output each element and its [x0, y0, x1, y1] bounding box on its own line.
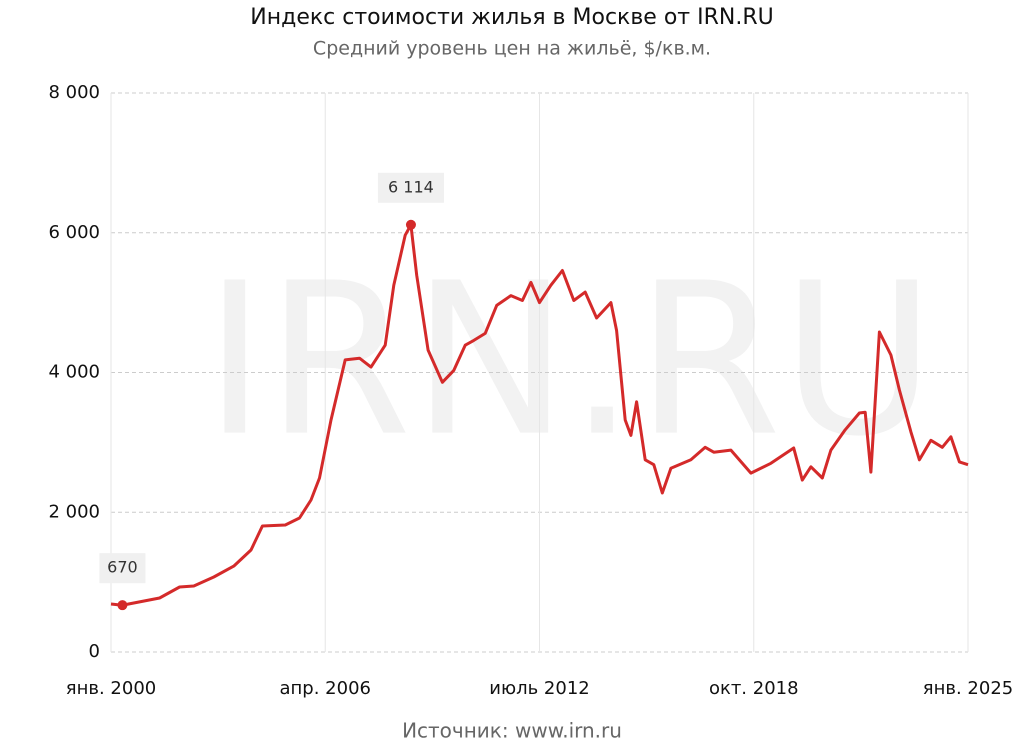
x-tick-label: апр. 2006	[280, 678, 371, 699]
annotation-label: 6 114	[388, 177, 434, 196]
y-tick-label: 6 000	[48, 222, 100, 243]
x-tick-label: янв. 2000	[66, 678, 156, 699]
annotation-point	[117, 600, 128, 611]
y-tick-label: 0	[89, 641, 100, 662]
annotation-box	[99, 553, 146, 584]
annotation-label: 670	[107, 558, 138, 577]
watermark: IRN.RU	[204, 238, 935, 483]
y-tick-label: 4 000	[48, 362, 100, 383]
source: Источник: www.irn.ru	[402, 719, 622, 743]
line	[110, 223, 969, 607]
annotation-box	[377, 172, 444, 203]
chart-title: Индекс стоимости жилья в Москве от IRN.R…	[250, 5, 773, 30]
x-tick-label: июль 2012	[489, 678, 590, 699]
x-tick-label: окт. 2018	[709, 678, 799, 699]
annotation-point	[405, 219, 416, 230]
chart-subtitle: Средний уровень цен на жильё, $/кв.м.	[313, 38, 711, 60]
y-tick-label: 8 000	[48, 82, 100, 103]
x-tick-label: янв. 2025	[923, 678, 1013, 699]
y-tick-label: 2 000	[48, 501, 100, 522]
